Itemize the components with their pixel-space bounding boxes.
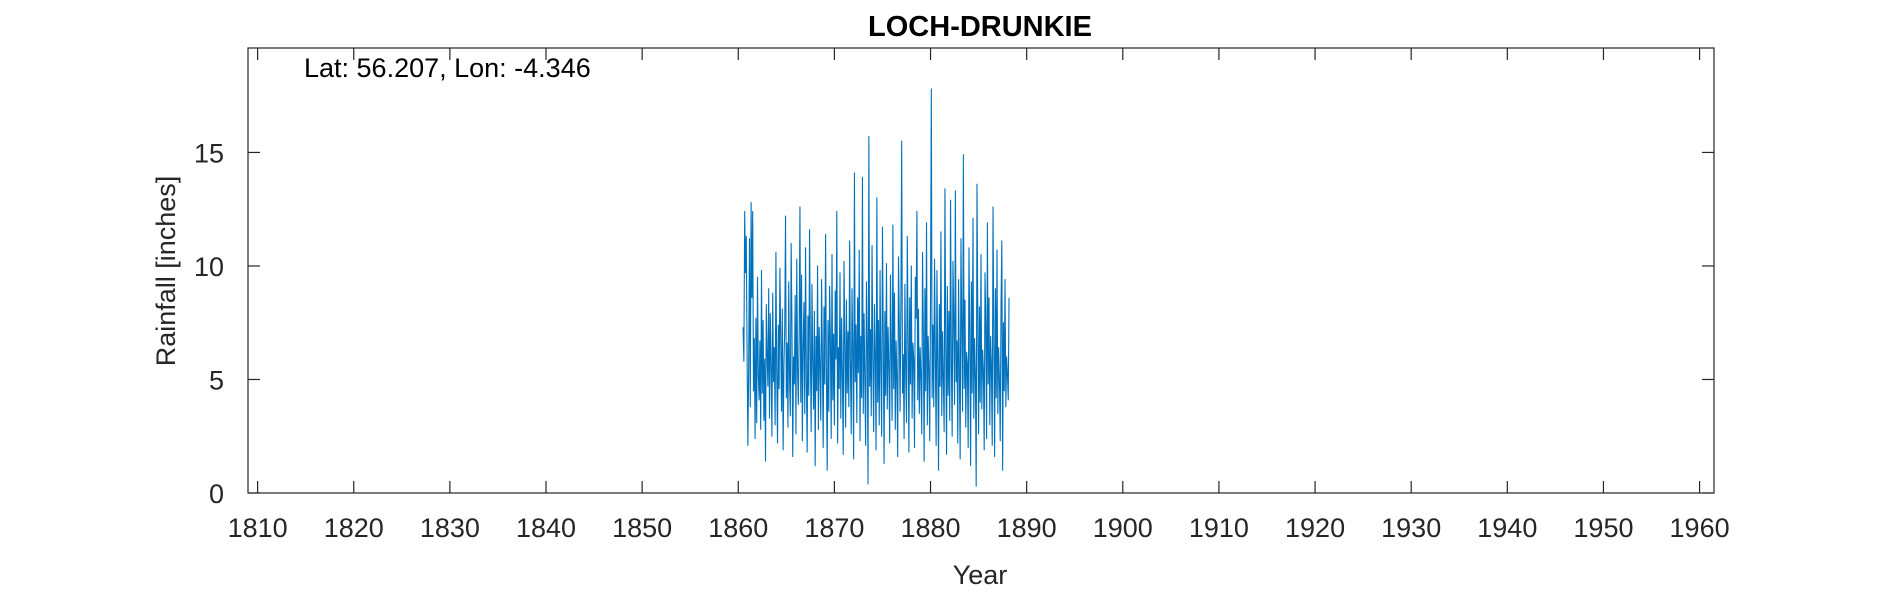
x-tick-label: 1920 bbox=[1285, 513, 1345, 543]
x-tick-label: 1880 bbox=[900, 513, 960, 543]
axes-box bbox=[247, 47, 1715, 494]
x-tick-label: 1870 bbox=[804, 513, 864, 543]
x-tick-label: 1960 bbox=[1670, 513, 1730, 543]
y-tick-label: 5 bbox=[209, 365, 224, 395]
axes-layer: 1810 1820 1830 1840 1850 1860 1870 1880 1890 1900… bbox=[194, 47, 1730, 543]
x-tick-label: 1910 bbox=[1189, 513, 1249, 543]
x-tick-label: 1810 bbox=[228, 513, 288, 543]
y-axis-label: Rainfall [inches] bbox=[151, 176, 181, 367]
x-tick-label: 1830 bbox=[420, 513, 480, 543]
x-tick-label: 1850 bbox=[612, 513, 672, 543]
series-layer bbox=[742, 88, 1010, 487]
x-tick-label: 1900 bbox=[1093, 513, 1153, 543]
x-axis-label: Year bbox=[953, 560, 1008, 590]
x-tick-label: 1930 bbox=[1381, 513, 1441, 543]
x-tick-label: 1950 bbox=[1573, 513, 1633, 543]
x-tick-label: 1820 bbox=[324, 513, 384, 543]
y-tick-label: 10 bbox=[194, 252, 224, 282]
x-tick-label: 1840 bbox=[516, 513, 576, 543]
x-tick-label: 1890 bbox=[997, 513, 1057, 543]
y-tick-label: 15 bbox=[194, 138, 224, 168]
y-tick-label: 0 bbox=[209, 479, 224, 509]
x-tick-label: 1940 bbox=[1477, 513, 1537, 543]
chart-title: LOCH-DRUNKIE bbox=[868, 11, 1092, 43]
location-annotation: Lat: 56.207, Lon: -4.346 bbox=[304, 53, 591, 83]
rainfall-series-line-0 bbox=[742, 88, 1010, 487]
x-tick-label: 1860 bbox=[708, 513, 768, 543]
